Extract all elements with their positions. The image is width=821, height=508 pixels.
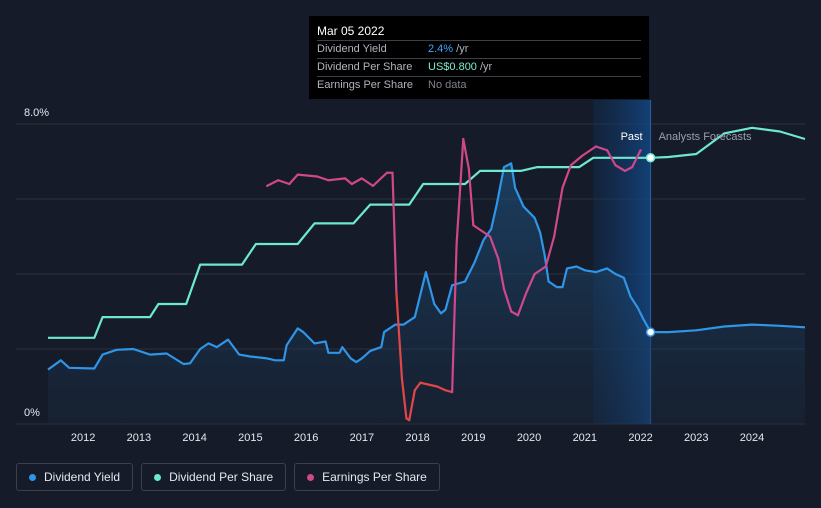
tooltip-value: 2.4% [428, 43, 454, 55]
y-tick-label-bottom: 0% [24, 407, 40, 419]
x-tick-label: 2018 [405, 432, 429, 444]
earnings-per-share-segment [296, 173, 319, 178]
tooltip-value: No data [428, 79, 467, 91]
legend-dot-icon [154, 473, 162, 481]
x-tick-label: 2019 [461, 432, 485, 444]
dividend-yield-line [47, 162, 806, 371]
earnings-per-share-segment [561, 164, 572, 189]
earnings-per-share-segment [327, 177, 347, 182]
earnings-per-share-segment [444, 389, 454, 394]
earnings-per-share-segment [614, 164, 627, 172]
x-tick-label: 2014 [182, 432, 206, 444]
earnings-per-share-segment [462, 137, 470, 171]
earnings-per-share-segment [544, 235, 556, 268]
earnings-per-share-segment [395, 291, 404, 381]
earnings-per-share-segment [516, 291, 528, 317]
earnings-per-share-segment [502, 287, 513, 313]
earnings-per-share-segment [408, 389, 416, 422]
tooltip-value: US$0.800 [428, 61, 477, 73]
earnings-per-share-segment [525, 272, 536, 294]
earnings-per-share-segment [277, 179, 291, 186]
earnings-per-share-segment [594, 145, 609, 152]
legend-label: Dividend Per Share [169, 470, 274, 484]
earnings-per-share-segment [631, 149, 642, 169]
earnings-per-share-segment [391, 171, 398, 294]
x-tick-label: 2024 [740, 432, 764, 444]
dividend-yield-area [48, 163, 805, 424]
x-tick-label: 2023 [684, 432, 708, 444]
earnings-per-share-segment [400, 377, 408, 420]
earnings-per-share-segment [419, 381, 439, 388]
earnings-per-share-segment [371, 171, 389, 187]
tooltip-date: Mar 05 2022 [317, 24, 385, 38]
tooltip-row-dividend-per-share: Dividend Per Share US$0.800 /yr [317, 58, 641, 76]
earnings-per-share-segment [265, 179, 280, 187]
earnings-per-share-segment [553, 186, 564, 238]
legend-dot-icon [29, 473, 36, 481]
earnings-per-share-segment [360, 177, 375, 187]
earnings-per-share-segment [533, 265, 547, 276]
earnings-per-share-segment [569, 154, 584, 167]
tooltip-row-earnings-per-share: Earnings Per Share No data [317, 76, 641, 94]
earnings-per-share-segment [467, 167, 475, 227]
legend-dividend-yield[interactable]: Dividend Yield [16, 463, 134, 491]
legend-earnings-per-share[interactable]: Earnings Per Share [294, 463, 440, 491]
earnings-per-share-segment [288, 173, 299, 186]
earnings-per-share-segment [510, 310, 520, 317]
earnings-per-share-segment [497, 257, 506, 291]
x-tick-label: 2020 [517, 432, 541, 444]
earnings-per-share-segment [488, 235, 500, 261]
earnings-per-share-segment [472, 224, 492, 238]
earnings-per-share-segment [316, 175, 330, 182]
dividend-per-share-line [48, 126, 806, 339]
earnings-per-share-segment [606, 149, 617, 167]
legend-label: Dividend Yield [44, 470, 121, 484]
tooltip-row-dividend-yield: Dividend Yield 2.4% /yr [317, 40, 641, 58]
forecast-label: Analysts Forecasts [659, 131, 752, 143]
dividend-per-share-marker [645, 153, 656, 163]
tooltip-unit: /yr [453, 43, 469, 55]
dividend-yield-marker [645, 327, 656, 337]
earnings-per-share-segment [435, 385, 447, 392]
x-axis-ticks: 2012 2013 2014 2015 2016 2017 2018 2019 2020 2021… [71, 432, 764, 444]
tooltip-label: Dividend Per Share [317, 61, 413, 73]
earnings-per-share-segment [451, 242, 458, 394]
earnings-per-share-segment [580, 145, 598, 157]
legend-dot-icon [307, 473, 315, 481]
earnings-per-share-line [265, 137, 642, 422]
x-tick-label: 2017 [350, 432, 374, 444]
y-tick-label-top: 8.0% [24, 107, 49, 119]
chart-tooltip: Mar 05 2022 Dividend Yield 2.4% /yr Divi… [309, 16, 649, 99]
past-label: Past [621, 131, 643, 143]
legend-dividend-per-share[interactable]: Dividend Per Share [141, 463, 287, 491]
earnings-per-share-segment [455, 137, 465, 246]
x-tick-label: 2016 [294, 432, 318, 444]
chart-legend: Dividend Yield Dividend Per Share Earnin… [16, 463, 440, 491]
earnings-per-share-segment [623, 166, 634, 172]
x-tick-label: 2013 [127, 432, 151, 444]
earnings-per-share-segment [413, 381, 422, 392]
legend-label: Earnings Per Share [322, 470, 427, 484]
earnings-per-share-segment [344, 177, 353, 186]
x-tick-label: 2021 [573, 432, 597, 444]
series-layer [47, 126, 806, 424]
x-tick-label: 2012 [71, 432, 95, 444]
x-tick-label: 2015 [238, 432, 262, 444]
tooltip-label: Dividend Yield [317, 43, 387, 55]
tooltip-label: Earnings Per Share [317, 79, 413, 91]
x-tick-label: 2022 [628, 432, 652, 444]
earnings-per-share-segment [350, 177, 363, 186]
tooltip-unit: /yr [476, 61, 493, 73]
